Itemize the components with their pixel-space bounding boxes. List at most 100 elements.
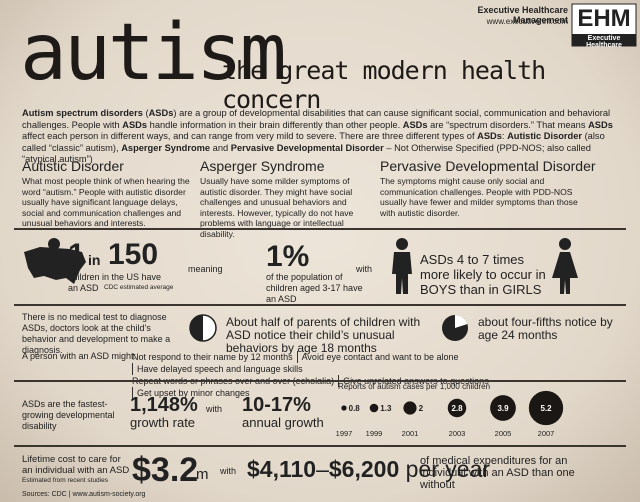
bubble-label: 1.3 (380, 404, 392, 413)
signs-list: Not respond to their name by 12 months Av… (132, 351, 612, 399)
divider (14, 445, 626, 447)
stat-note: CDC estimated average (104, 284, 174, 291)
divider (14, 304, 626, 306)
bubble-label: 2 (419, 404, 424, 413)
signs-label: A person with an ASD might: (22, 351, 137, 361)
case-bubble (490, 395, 516, 421)
type-text: Usually have some milder symptoms of aut… (200, 176, 354, 239)
type-text: The symptoms might cause only social and… (380, 176, 578, 218)
year-label: 2007 (538, 429, 555, 438)
divider (14, 380, 626, 382)
child-head (48, 238, 60, 250)
intro-part: (also called “classic” autism), (22, 131, 605, 153)
boy-head (396, 238, 408, 250)
intro: Autism spectrum disorders (ASDs) are a g… (22, 108, 622, 166)
divider (14, 228, 626, 230)
sources: Sources: CDC | www.autism-society.org (22, 491, 146, 498)
company: Executive Healthcare Management (477, 5, 568, 25)
cost-high: $6,200 (328, 456, 400, 482)
connector: with (220, 466, 237, 476)
diagnosis-text: There is no medical test to diagnose ASD… (22, 312, 171, 355)
sign-item: Avoid eye contact and want to be alone (296, 351, 463, 363)
case-bubble (341, 405, 347, 411)
intro-part: ) are a group of developmental disabilit… (22, 108, 611, 130)
bubble-label: 0.8 (349, 404, 361, 413)
case-bubble (528, 390, 564, 426)
intro-part: ASDs (588, 119, 613, 130)
boy-body (392, 252, 412, 294)
year-label: 2005 (495, 429, 512, 438)
type-name: Pervasive Developmental Disorder (380, 158, 596, 174)
intro-part: affect each person in different ways, an… (22, 131, 478, 141)
growth-text: ASDs are the fastest-growing development… (22, 399, 115, 431)
connector: with (356, 264, 373, 274)
expenditure-text: of medical expenditures for an individua… (420, 455, 575, 491)
logo-sub: Executive Healthcare (586, 35, 622, 49)
type-text: What most people think of when hearing t… (22, 176, 190, 228)
intro-part: Autism spectrum disorders (22, 108, 143, 118)
cost-dash: – (316, 456, 329, 482)
growth-rate: 1,148% (130, 394, 198, 416)
intro-part: ASDs (122, 119, 148, 130)
cost-per: per year (405, 456, 491, 482)
intro-part: ASDs (477, 131, 502, 141)
intro-part: : (501, 131, 508, 141)
subtitle: the great modern health concern (222, 56, 546, 114)
stat-percent: 1% (266, 240, 310, 273)
bubble-label: 2.8 (451, 404, 463, 413)
sign-item: Not respond to their name by 12 months (132, 352, 293, 362)
intro-part: ( (142, 108, 149, 118)
bubble-label: 3.9 (497, 404, 509, 413)
intro-part: Autistic Disorder (507, 131, 582, 141)
intro-part: are “spectrum disorders.” That means (427, 119, 589, 130)
url: www.executivehm.com (486, 17, 568, 26)
boys-text: ASDs 4 to 7 times more likely to occur i… (420, 252, 546, 297)
girl-body (552, 252, 578, 294)
bubble-label: 5.2 (540, 404, 552, 413)
case-bubble (447, 398, 467, 418)
sign-item: Get upset by minor changes (132, 387, 254, 399)
title: autism (20, 8, 287, 98)
stat-count: 150 (108, 238, 159, 271)
case-bubble (403, 401, 417, 415)
stat-in: in (88, 252, 101, 268)
pie-four-fifths-gap (455, 314, 468, 328)
half-text: About half of parents of children with A… (226, 315, 421, 355)
pie-half-slice (190, 315, 203, 341)
cost-range: $4,110–$6,200 per year (247, 456, 490, 483)
year-label: 2003 (449, 429, 466, 438)
intro-part: ASDs (402, 119, 428, 130)
connector: with (206, 404, 223, 414)
cost-unit: m (196, 466, 209, 483)
intro-part: Pervasive Developmental Disorder (230, 142, 384, 153)
chart-title: Reports of autism cases per 1,000 childr… (338, 382, 491, 391)
connector: meaning (188, 264, 223, 274)
intro-part: Asperger Syndrome (121, 142, 211, 153)
intro-part: handle information in their brain differ… (147, 119, 403, 130)
cost-text: Lifetime cost to care for an individual … (22, 454, 130, 476)
sign-item: Have delayed speech and language skills (132, 363, 307, 375)
cost-note: Estimated from recent studies (22, 477, 108, 484)
stat-text: children in the US have (68, 272, 162, 282)
annual-growth: 10-17% (242, 394, 311, 416)
stat-one: 1 (68, 238, 85, 271)
growth-rate-label: growth rate (130, 415, 196, 430)
cost-amount: $3.2 (132, 451, 199, 489)
logo: EHM (577, 5, 631, 32)
annual-growth-label: annual growth (242, 415, 324, 430)
cost-low: $4,110 (247, 456, 317, 482)
case-bubble (369, 403, 379, 413)
us-map (24, 247, 86, 284)
logo-bar (572, 34, 636, 46)
stat-text: an ASD (68, 283, 99, 293)
year-label: 1999 (366, 429, 383, 438)
type-name: Asperger Syndrome (200, 158, 325, 174)
stat-text: of the population of children aged 3-17 … (266, 272, 363, 304)
intro-part: – Not Otherwise Specified (PPD-NOS; also… (22, 142, 591, 165)
girl-head (559, 238, 571, 250)
type-name: Autistic Disorder (22, 158, 124, 174)
intro-part: and (210, 142, 231, 153)
intro-part: ASDs (148, 108, 174, 118)
